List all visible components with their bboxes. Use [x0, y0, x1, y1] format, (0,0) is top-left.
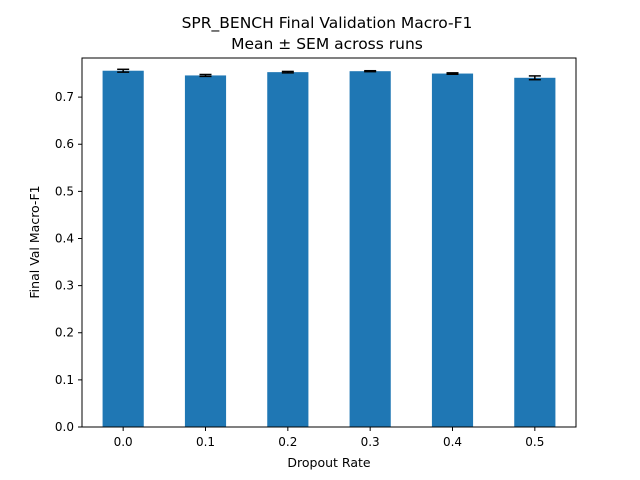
x-tick-label: 0.3	[361, 435, 380, 449]
y-tick-label: 0.3	[55, 279, 74, 293]
bar	[267, 72, 309, 427]
x-tick-label: 0.4	[443, 435, 462, 449]
bar	[349, 71, 391, 427]
y-axis-ticks: 0.0 0.1 0.2 0.3 0.4 0.5 0.6 0.7	[55, 90, 82, 434]
bars-group	[102, 70, 556, 428]
x-tick-label: 0.0	[114, 435, 133, 449]
y-tick-label: 0.6	[55, 137, 74, 151]
error-bars-group	[117, 68, 541, 81]
bar	[514, 77, 556, 428]
y-tick-label: 0.5	[55, 184, 74, 198]
x-tick-label: 0.5	[525, 435, 544, 449]
y-tick-label: 0.7	[55, 90, 74, 104]
chart-subtitle: Mean ± SEM across runs	[231, 35, 423, 53]
bar	[102, 70, 144, 428]
x-axis-label: Dropout Rate	[287, 455, 370, 470]
y-tick-label: 0.1	[55, 373, 74, 387]
bar	[431, 73, 474, 427]
plot-area-frame	[81, 57, 577, 428]
x-tick-label: 0.2	[278, 435, 297, 449]
y-axis-label: Final Val Macro-F1	[27, 185, 42, 298]
y-tick-label: 0.4	[55, 231, 74, 245]
y-tick-label: 0.0	[55, 420, 74, 434]
bar	[184, 75, 227, 428]
y-tick-label: 0.2	[55, 326, 74, 340]
chart-title: SPR_BENCH Final Validation Macro-F1	[182, 14, 473, 33]
x-tick-label: 0.1	[196, 435, 215, 449]
x-axis-ticks: 0.0 0.1 0.2 0.3 0.4 0.5	[114, 427, 544, 449]
